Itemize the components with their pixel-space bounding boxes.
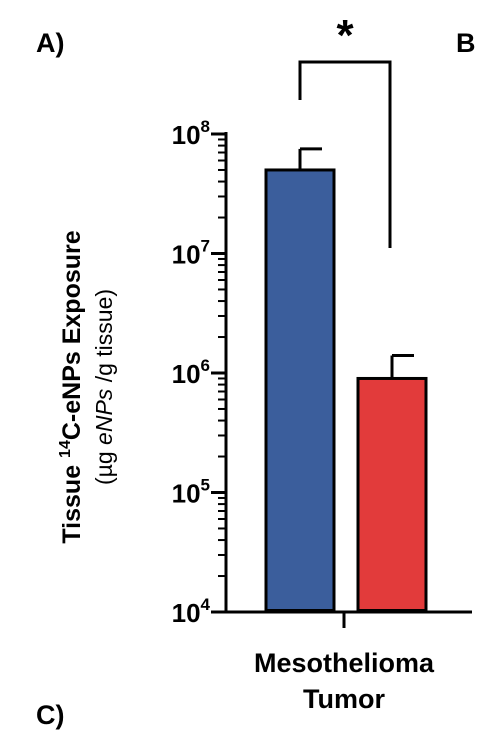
category-label-line-1: Mesothelioma [254,648,435,678]
y-tick-label-exponent: 5 [201,476,210,495]
panel-label-c: C) [36,700,65,730]
y-tick-label: 105 [172,476,210,509]
bar-2 [356,376,428,612]
y-tick-label-exponent: 8 [201,117,210,136]
y-axis-title-superscript: 14 [57,440,74,458]
y-tick-label-base: 10 [172,359,201,389]
bar-1 [264,168,336,612]
y-axis-units-part: /g tissue) [91,289,117,389]
panel-label-b: B [456,28,476,58]
y-axis-title: Tissue 14C-eNPs Exposure [57,230,86,543]
y-axis-title-part: Tissue [58,458,86,544]
significance-bracket [298,60,392,248]
panel-label-a: A) [36,28,65,58]
y-tick-label-exponent: 6 [201,356,210,375]
y-tick-label: 108 [172,117,210,150]
category-label-line-2: Tumor [303,684,385,714]
y-tick-label-base: 10 [172,120,201,150]
y-tick-label: 104 [172,595,211,628]
y-tick-label-base: 10 [172,240,201,270]
y-axis-title-part: C-eNPs Exposure [58,230,86,440]
y-tick-label-exponent: 7 [201,237,210,256]
significance-star: * [336,11,354,60]
y-tick-label-base: 10 [172,479,201,509]
y-tick-label-base: 10 [172,598,201,628]
y-tick-label: 107 [172,237,210,270]
y-axis-units: (µg eNPs /g tissue) [91,289,117,485]
y-tick-label-exponent: 4 [201,595,211,614]
y-axis-units-part: (µg [91,445,117,485]
y-tick-label: 106 [172,356,210,389]
y-axis-units-italic: eNPs [91,388,117,445]
